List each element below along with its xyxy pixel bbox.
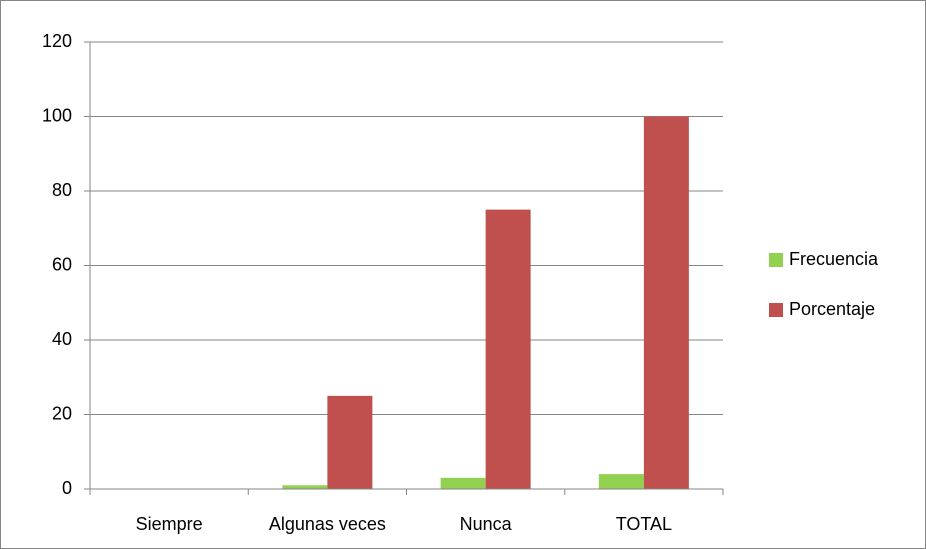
x-tick-label: Nunca (460, 514, 513, 534)
y-tick-label: 100 (42, 105, 72, 125)
bar (485, 209, 531, 489)
bar (327, 395, 373, 489)
y-tick-label: 80 (52, 180, 72, 200)
x-tick-label: Algunas veces (269, 514, 386, 534)
bar (440, 477, 486, 489)
y-tick-label: 20 (52, 403, 72, 423)
bar (282, 485, 328, 489)
y-tick-label: 0 (62, 478, 72, 498)
x-tick-label: TOTAL (616, 514, 672, 534)
legend-label: Porcentaje (789, 299, 875, 319)
y-tick-label: 40 (52, 329, 72, 349)
bar (598, 474, 644, 489)
y-tick-label: 120 (42, 31, 72, 51)
bar (643, 116, 689, 489)
legend-swatch (769, 303, 783, 317)
y-tick-label: 60 (52, 254, 72, 274)
x-tick-label: Siempre (136, 514, 203, 534)
legend-swatch (769, 253, 783, 267)
legend-label: Frecuencia (789, 249, 879, 269)
